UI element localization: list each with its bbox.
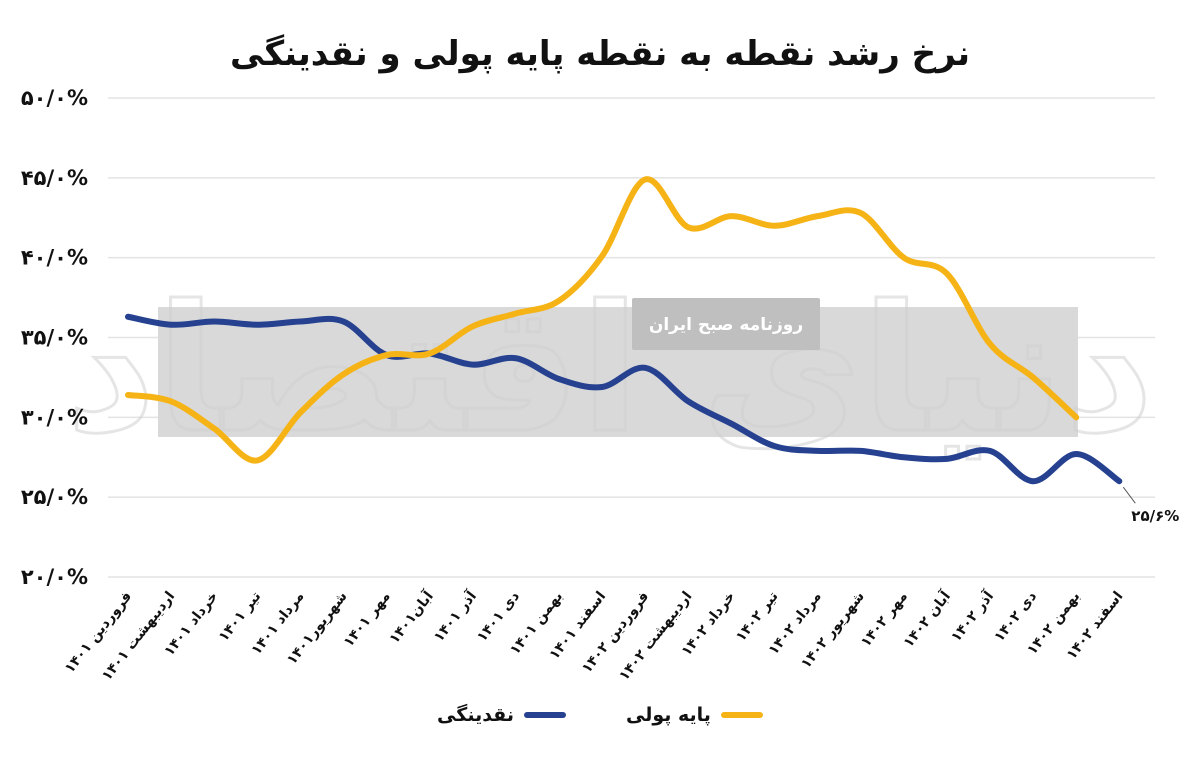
y-axis-ticks: ۵۰/۰% ۴۵/۰% ۴۰/۰% ۳۵/۰% ۳۰/۰% ۲۵/۰% ۲۰/۰% [21,86,88,589]
legend-swatch-liquidity [524,712,566,718]
y-tick-label: ۴۰/۰% [21,246,88,270]
series-line-liquidity [125,313,1123,485]
y-tick-label: ۴۵/۰% [21,166,88,190]
watermark-logo: دنیای اقتصاد [66,269,1154,472]
annotation-leader-line [1122,486,1136,504]
x-tick-label: آذر ۱۴۰۱ [429,586,480,645]
annotations: ۲۵/۶% [1122,486,1179,525]
legend-item-base-money: پایه پولی [626,704,763,726]
watermark-publisher-label: روزنامه صبح ایران [649,315,803,335]
series-line-base-money [125,176,1080,464]
annotation-last-value: ۲۵/۶% [1131,507,1179,525]
y-tick-label: ۲۵/۰% [21,485,88,509]
y-tick-label: ۵۰/۰% [21,86,88,110]
watermark-band [158,307,1078,437]
x-tick-label: آبان۱۴۰۱ [385,586,438,646]
legend-item-liquidity: نقدینگی [437,704,566,726]
y-tick-label: ۳۵/۰% [21,326,88,350]
legend-label-base-money: پایه پولی [626,704,711,726]
legend-swatch-base-money [720,712,763,718]
legend-label-liquidity: نقدینگی [437,704,514,726]
legend: پایه پولی نقدینگی [0,704,1200,726]
chart-title: نرخ رشد نقطه به نقطه پایه پولی و نقدینگی [229,34,971,74]
y-tick-label: ۲۰/۰% [21,565,88,589]
watermark-label-box [632,298,820,350]
series-lines [125,176,1123,485]
watermark: دنیای اقتصاد روزنامه صبح ایران [65,268,1156,474]
x-tick-label: آذر ۱۴۰۲ [947,586,998,645]
y-tick-label: ۳۰/۰% [21,405,88,429]
